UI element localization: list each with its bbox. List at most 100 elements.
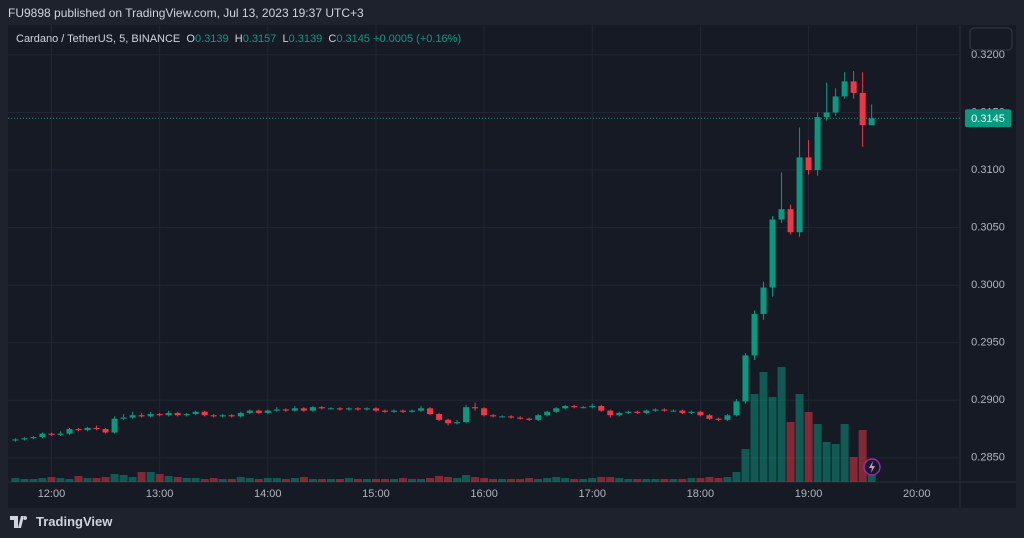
candle-body: [544, 411, 551, 416]
candle-body: [589, 406, 596, 408]
candle-body: [318, 407, 325, 409]
volume-bar: [155, 474, 164, 482]
candle-body: [643, 410, 650, 413]
candle-body: [201, 411, 208, 416]
candle-body: [345, 408, 352, 410]
volume-bar: [56, 478, 65, 482]
volume-bar: [137, 472, 146, 482]
volume-bar: [227, 479, 236, 482]
volume-bar: [426, 478, 435, 482]
volume-bar: [498, 479, 507, 482]
candle-body: [571, 406, 578, 408]
candle-body: [625, 411, 632, 413]
candle-body: [84, 427, 91, 431]
candle-body: [481, 408, 488, 416]
candle-body: [120, 417, 127, 419]
x-tick-label: 17:00: [578, 488, 606, 500]
low-value: 0.3139: [288, 33, 323, 45]
volume-bar: [317, 479, 326, 482]
volume-bar: [471, 477, 480, 482]
candle-body: [535, 415, 542, 420]
candle-body: [246, 410, 253, 413]
candle-body: [697, 411, 704, 416]
volume-bar: [236, 477, 245, 482]
candle-body: [508, 416, 515, 418]
candle-body: [210, 415, 217, 417]
volume-bar: [353, 479, 362, 482]
candle-body: [138, 415, 145, 417]
candle-body: [823, 112, 830, 118]
volume-bar: [840, 424, 849, 482]
volume-bar: [444, 477, 453, 482]
volume-bar: [380, 479, 389, 482]
volume-bar: [714, 478, 723, 482]
volume-bar: [687, 478, 696, 482]
candle-body: [688, 411, 695, 413]
candle-body: [454, 422, 461, 424]
volume-bar: [209, 478, 218, 482]
alert-icon-bolt: [869, 461, 875, 473]
volume-bar: [750, 394, 759, 482]
volume-bar: [389, 479, 398, 482]
volume-bar: [786, 422, 795, 482]
volume-bar: [507, 479, 516, 482]
volume-bar: [407, 479, 416, 482]
candle-body: [327, 408, 334, 410]
candle-body: [237, 412, 244, 417]
candle-body: [526, 418, 533, 420]
y-tick-label: 0.2900: [971, 394, 1005, 406]
volume-bar: [624, 479, 633, 482]
candle-body: [832, 96, 839, 113]
volume-bar: [218, 479, 227, 482]
candle-body: [679, 410, 686, 413]
candle-body: [445, 419, 452, 424]
candle-body: [390, 410, 397, 412]
volume-bar: [110, 474, 119, 482]
volume-bar: [20, 479, 29, 482]
candle-body: [228, 415, 235, 417]
high-value: 0.3157: [242, 33, 277, 45]
candle-body: [300, 408, 307, 411]
candle-body: [850, 81, 857, 93]
volume-bar: [308, 479, 317, 482]
volume-bar: [696, 478, 705, 482]
volume-bar: [164, 476, 173, 482]
volume-bar: [435, 476, 444, 482]
candle-body: [436, 414, 443, 420]
volume-bar: [489, 479, 498, 482]
close-value: 0.3145: [336, 33, 370, 45]
candle-body: [418, 408, 425, 411]
volume-bar: [525, 478, 534, 482]
change: +0.0005 (+0.16%): [373, 33, 462, 45]
candle-body: [715, 418, 722, 420]
candle-body: [733, 401, 740, 416]
volume-bar: [281, 479, 290, 482]
legend: Cardano / TetherUS, 5, BINANCE O0.3139 H…: [16, 33, 461, 45]
candle-body: [769, 219, 776, 288]
candle-body: [48, 433, 55, 435]
candle-body: [174, 412, 181, 416]
volume-bar: [705, 477, 714, 482]
y-tick-label: 0.2950: [971, 337, 1005, 349]
candle-body: [147, 414, 154, 417]
candle-body: [183, 414, 190, 416]
volume-bar: [200, 479, 209, 482]
symbol: Cardano / TetherUS, 5, BINANCE: [16, 33, 181, 45]
volume-bar: [47, 477, 56, 482]
volume-bar: [417, 479, 426, 482]
high-label: H: [234, 33, 243, 45]
x-tick-label: 12:00: [38, 488, 66, 500]
volume-bar: [669, 479, 678, 482]
candle-body: [273, 409, 280, 411]
x-tick-label: 19:00: [795, 488, 823, 500]
volume-bar: [11, 478, 20, 482]
volume-bar: [290, 478, 299, 482]
candle-body: [21, 438, 28, 440]
settings-button[interactable]: [969, 27, 1013, 51]
volume-bar: [29, 479, 38, 482]
candle-body: [607, 410, 614, 416]
candle-body: [354, 408, 361, 410]
volume-bar: [588, 478, 597, 482]
